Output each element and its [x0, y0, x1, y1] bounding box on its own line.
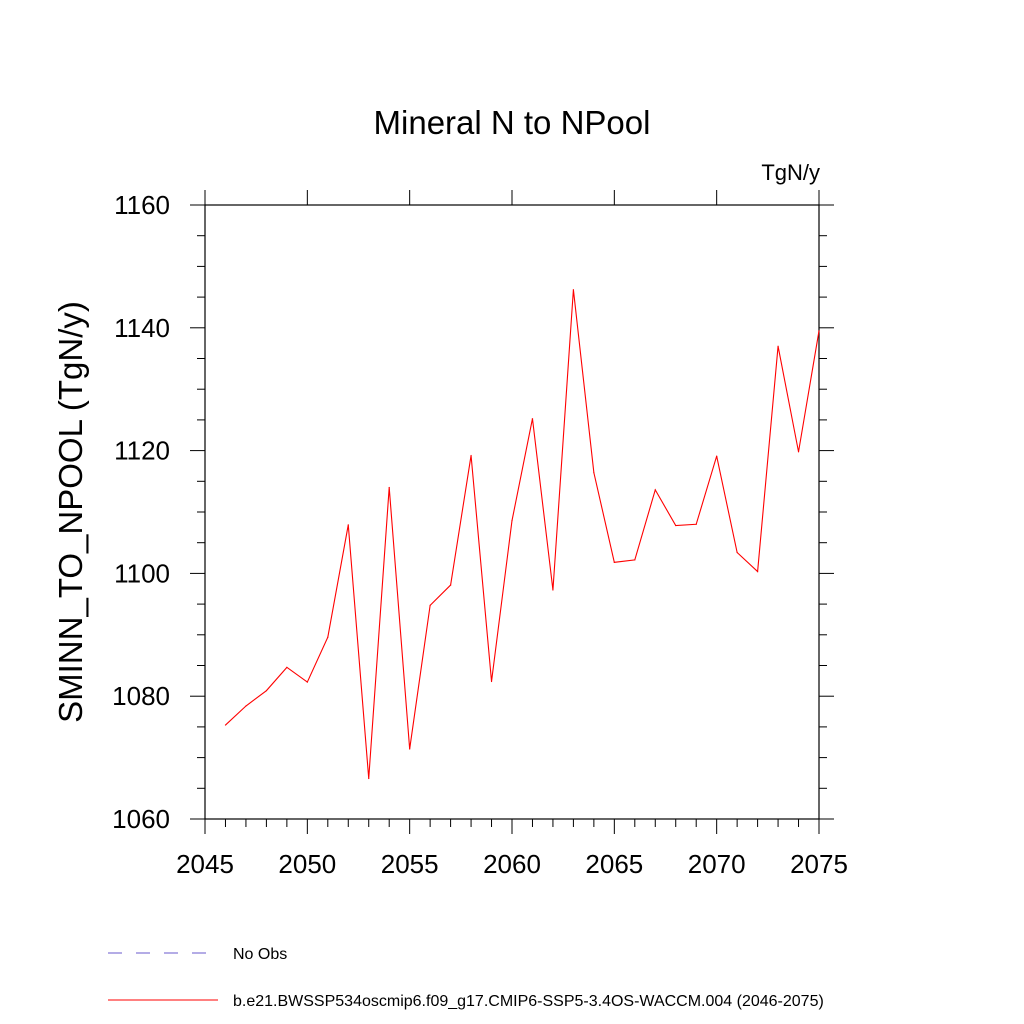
- data-point: [306, 681, 308, 683]
- axis-tick-labels: 2045 2050 2055 2060 2065 2070 2075 1060 1080 1100…: [112, 190, 848, 879]
- data-point: [572, 289, 575, 291]
- legend-label-no-obs: No Obs: [233, 946, 287, 963]
- data-point: [368, 777, 370, 780]
- axis-ticks: [190, 190, 834, 834]
- x-tick-label: 2070: [688, 849, 746, 879]
- data-point: [511, 519, 513, 522]
- series-group: [224, 289, 820, 780]
- data-point: [634, 559, 636, 561]
- data-point: [327, 636, 329, 638]
- y-tick-label: 1140: [114, 313, 170, 343]
- data-point: [224, 724, 227, 726]
- data-point: [286, 666, 288, 668]
- data-point: [593, 472, 595, 474]
- data-point: [757, 570, 759, 573]
- legend: No Obs b.e21.BWSSP534oscmip6.f09_g17.CMI…: [108, 946, 824, 1010]
- y-tick-label: 1160: [114, 190, 170, 220]
- data-point: [347, 524, 349, 526]
- data-point: [531, 418, 534, 420]
- units-label: TgN/y: [761, 160, 820, 185]
- data-point: [695, 523, 697, 525]
- data-point: [654, 489, 656, 491]
- y-tick-label: 1100: [114, 558, 170, 588]
- data-point: [490, 680, 493, 683]
- data-point: [429, 604, 431, 606]
- x-tick-label: 2050: [278, 849, 336, 879]
- data-point: [818, 330, 820, 332]
- data-point: [777, 345, 779, 347]
- data-point: [613, 561, 615, 563]
- series-line-0: [225, 289, 820, 779]
- x-tick-label: 2045: [176, 849, 234, 879]
- y-tick-label: 1120: [114, 436, 170, 466]
- chart-title: Mineral N to NPool: [374, 104, 651, 141]
- data-point: [552, 589, 554, 591]
- data-point: [409, 748, 411, 750]
- x-tick-label: 2075: [790, 849, 848, 879]
- data-point: [470, 454, 472, 457]
- legend-label-model: b.e21.BWSSP534oscmip6.f09_g17.CMIP6-SSP5…: [233, 993, 824, 1010]
- data-point: [265, 690, 267, 692]
- y-tick-label: 1080: [112, 681, 170, 711]
- x-tick-label: 2060: [483, 849, 541, 879]
- data-point: [716, 455, 718, 457]
- data-point: [736, 551, 738, 554]
- y-axis-label: SMINN_TO_NPOOL (TgN/y): [52, 301, 89, 723]
- x-tick-label: 2055: [381, 849, 439, 879]
- data-point: [388, 486, 390, 489]
- data-point: [797, 451, 800, 453]
- y-tick-label: 1060: [112, 804, 170, 834]
- data-point: [245, 705, 247, 707]
- plot-frame: [204, 204, 820, 820]
- data-point: [675, 524, 677, 527]
- x-tick-label: 2065: [585, 849, 643, 879]
- data-point: [450, 584, 452, 586]
